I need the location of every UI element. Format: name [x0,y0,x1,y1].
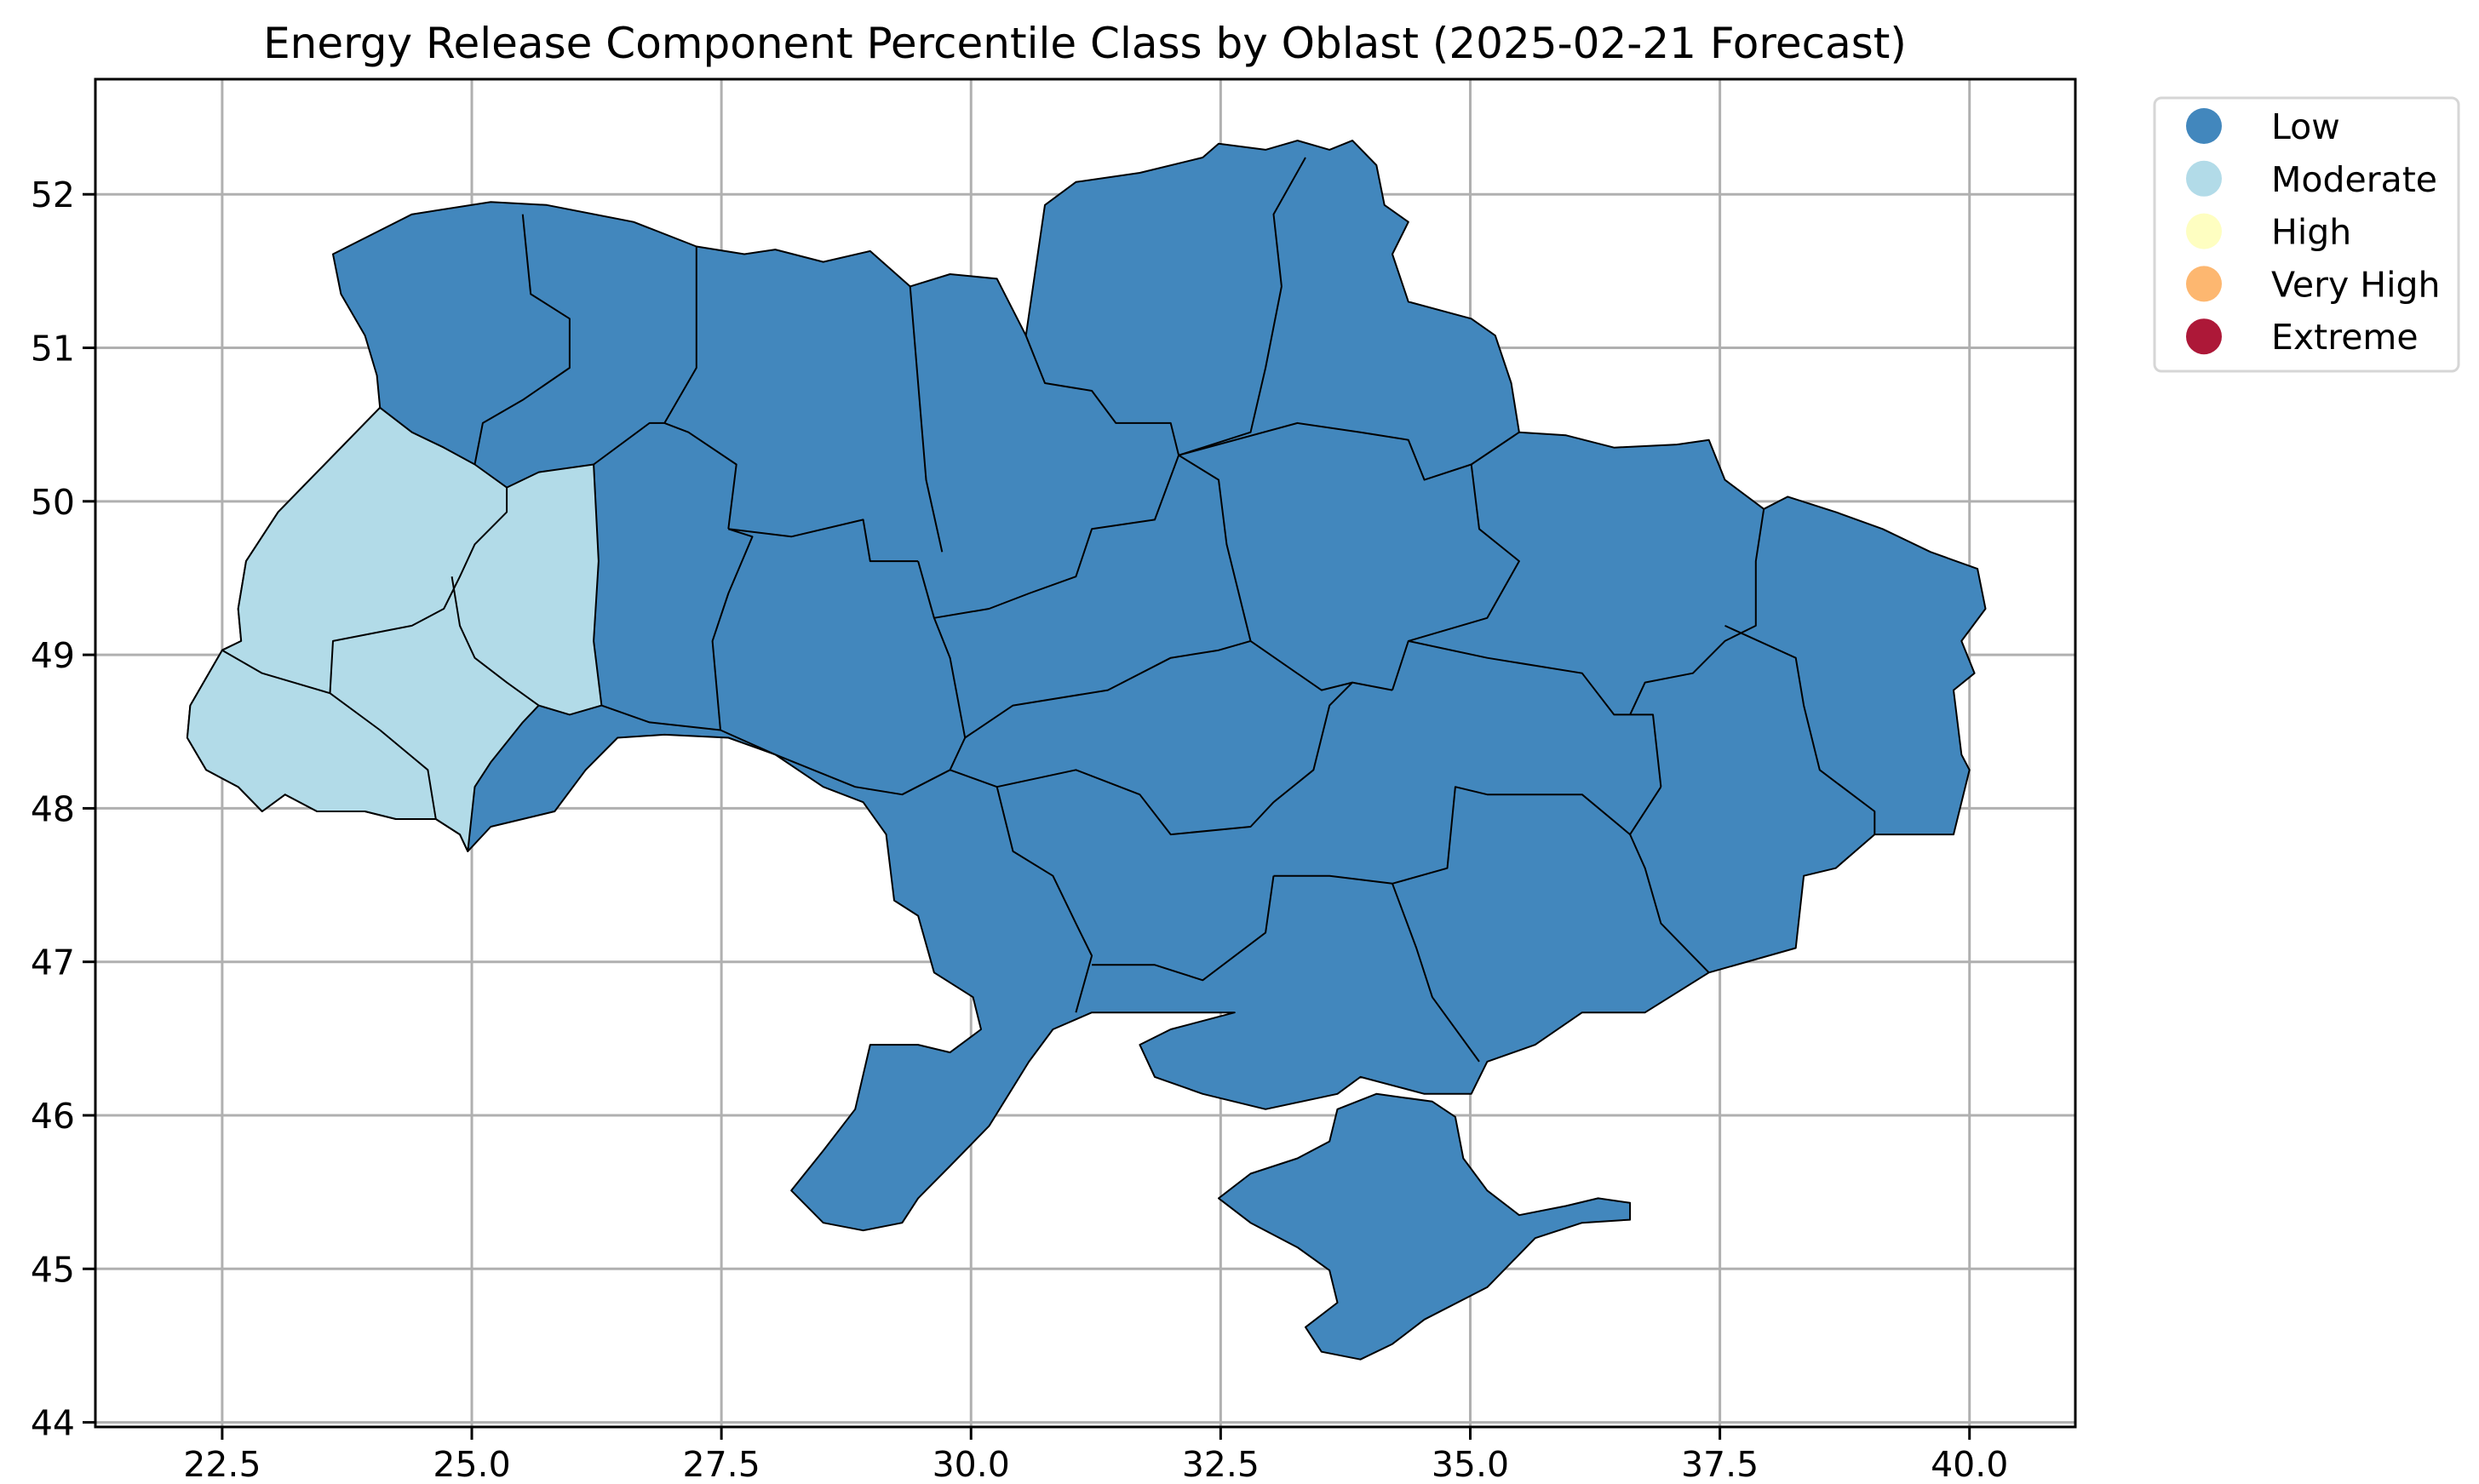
oblast-border [1024,335,1180,456]
y-tick-label: 47 [31,943,75,983]
y-tick-label: 49 [31,635,75,676]
legend-marker-extreme [2186,318,2222,355]
oblast-border [917,455,1180,619]
x-tick-label: 27.5 [682,1444,760,1484]
oblast-border [996,786,1093,1013]
oblast-border [1273,786,1631,885]
region-low [1218,1092,1632,1361]
y-tick-label: 50 [31,482,75,523]
y-tick-label: 48 [31,788,75,829]
legend-marker-high [2186,213,2222,249]
legend-frame [2153,96,2460,373]
oblast-border [663,246,737,530]
oblast-border [593,421,665,466]
legend-label: Very High [2271,264,2440,305]
x-tick-label: 25.0 [433,1444,510,1484]
y-tick-label: 45 [31,1249,75,1290]
oblast-border [473,214,571,465]
x-tick-label: 35.0 [1432,1444,1509,1484]
oblast-border [932,617,1353,739]
y-tick-label: 44 [31,1403,75,1444]
oblast-border [221,649,437,820]
legend-marker-low [2186,108,2222,144]
oblast-border [1629,508,1765,715]
x-tick-label: 37.5 [1681,1444,1759,1484]
x-tick-label: 32.5 [1182,1444,1260,1484]
x-tick-label: 30.0 [932,1444,1010,1484]
oblast-border [1392,883,1480,1063]
oblast-border [1392,464,1520,690]
oblast-border [1724,624,1876,835]
legend-label: Low [2271,106,2340,147]
oblast-border [601,704,721,731]
x-tick-label: 22.5 [183,1444,261,1484]
axes-frame [94,77,2077,1429]
oblast-border [728,519,919,563]
y-tick-label: 52 [31,175,75,215]
oblast-border [711,528,754,731]
oblast-border [1629,786,1662,835]
oblast-border [1178,157,1306,456]
x-tick-label: 40.0 [1931,1444,2008,1484]
legend-marker-very-high [2186,266,2222,302]
legend-label: Extreme [2271,317,2419,358]
oblast-border [1272,681,1393,803]
oblast-border [720,729,967,796]
plot-area: 22.5 25.0 27.5 30.0 32.5 35.0 37.5 40.0 44 45 46 47… [31,77,2077,1484]
oblast-border [1629,834,1710,973]
oblast-border [909,286,944,553]
oblast-border [1092,875,1275,982]
legend-marker-moderate [2186,160,2222,197]
y-tick-label: 46 [31,1096,75,1137]
legend-label: High [2271,212,2351,253]
legend: Low Moderate High Very High Extreme [2153,96,2460,373]
oblast-border [1408,639,1662,788]
legend-label: Moderate [2271,159,2437,200]
oblast-border [450,576,540,707]
y-tick-label: 51 [31,329,75,370]
chart-title: Energy Release Component Percentile Clas… [263,19,1907,68]
oblast-border [1178,454,1252,642]
oblast-border [329,487,508,694]
